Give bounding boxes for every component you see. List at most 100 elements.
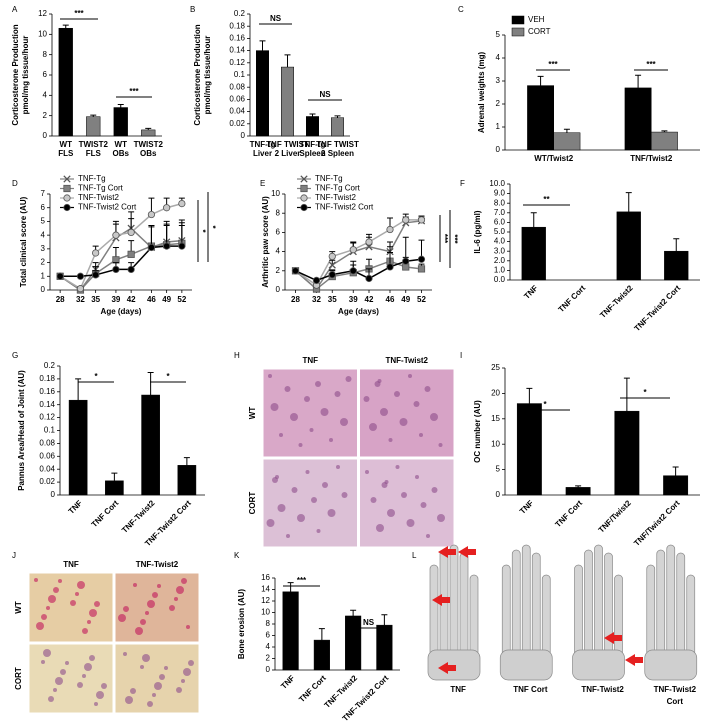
palm (572, 649, 625, 681)
tissue-spot (381, 482, 388, 488)
data-point (147, 243, 156, 252)
tissue-spot (420, 502, 427, 508)
legend-label: TNF-Tg Cort (315, 184, 361, 193)
y-tick-label: 1.0 (494, 266, 506, 275)
error-bar (672, 466, 679, 476)
panel-label: C (458, 5, 464, 14)
x-tick-label: TNF Cort (557, 283, 588, 314)
tissue-spot (286, 534, 290, 538)
error-bar (537, 75, 544, 86)
significance-label: NS (270, 14, 282, 23)
y-tick-label: 6 (266, 631, 271, 640)
x-tick-label: OBs (113, 149, 130, 158)
tissue-spot (340, 418, 348, 426)
tissue-spot (309, 428, 314, 432)
significance-label: * (166, 372, 170, 381)
tissue-spot (401, 492, 407, 498)
x-tick-label: 52 (417, 295, 426, 304)
finger (459, 552, 469, 666)
error-bar (334, 115, 341, 118)
error-bar (575, 485, 582, 488)
x-tick-label: 35 (91, 295, 100, 304)
significance-label: * (543, 400, 547, 409)
tissue-spot (159, 674, 165, 680)
tissue-spot (266, 519, 275, 527)
bar (521, 226, 546, 281)
y-tick-label: 0.16 (39, 387, 55, 396)
tissue-spot (424, 386, 431, 392)
tissue-spot (157, 584, 161, 588)
data-point (127, 228, 135, 236)
tissue-spot (174, 597, 178, 601)
y-tick-label: 14 (261, 585, 270, 594)
tissue-spot (82, 628, 88, 634)
tissue-spot (48, 696, 54, 702)
finger (449, 544, 459, 666)
y-tick-label: 8 (43, 50, 48, 59)
tissue-spot (41, 614, 47, 620)
x-tick-label: 39 (349, 295, 358, 304)
legend-swatch (511, 15, 525, 25)
micrograph (28, 643, 114, 714)
error-bar (287, 582, 294, 592)
bar (345, 615, 362, 671)
y-tick-label: 8.0 (494, 198, 506, 207)
tissue-spot (48, 595, 56, 603)
y-tick-label: 5 (496, 30, 501, 39)
tissue-spot (36, 622, 44, 630)
column-label: Cort (667, 697, 684, 706)
y-tick-label: 0.08 (229, 82, 245, 91)
data-point (76, 285, 85, 293)
x-tick-label: TNF Cort (90, 498, 121, 529)
x-tick-label: 42 (127, 295, 136, 304)
x-tick-label: TNF/Twist2 (630, 154, 673, 163)
tissue-spot (437, 514, 445, 522)
column-label: TNF-Twist2 (654, 685, 697, 694)
data-point (365, 238, 373, 246)
significance-label: NS (363, 618, 375, 627)
bar (281, 66, 294, 137)
tissue-spot (84, 663, 92, 671)
y-tick-label: 25 (491, 363, 500, 372)
tissue-spot (147, 600, 155, 608)
data-point (92, 271, 100, 279)
x-tick-label: TNF-Twist2 Cort (633, 283, 683, 333)
tissue-spot (77, 581, 85, 589)
tissue-spot (82, 674, 86, 678)
bar (553, 132, 581, 151)
tissue-spot (320, 408, 329, 416)
tissue-spot (183, 668, 191, 676)
error-bar (183, 457, 190, 466)
x-tick-label: 35 (328, 295, 337, 304)
tissue-spot (123, 606, 129, 612)
bone-image (499, 544, 553, 681)
tissue-spot (94, 601, 100, 607)
x-tick-label: TNF/Twist2 (597, 498, 634, 535)
error-bar (526, 387, 533, 404)
y-tick-label: 0.12 (39, 413, 55, 422)
significance-label: NS (319, 90, 331, 99)
x-tick-label: 46 (386, 295, 395, 304)
y-tick-label: 12 (261, 596, 270, 605)
arrow (458, 546, 476, 558)
column-label: TNF-Twist2 (581, 685, 624, 694)
data-point (386, 263, 394, 271)
y-axis-label: pmol/mg tissue/hour (21, 36, 30, 115)
tissue-spot (53, 688, 57, 692)
tissue-spot (413, 401, 420, 407)
error-bar (530, 212, 537, 228)
x-tick-label: 28 (56, 295, 65, 304)
legend-label: VEH (528, 15, 545, 24)
tissue-spot (369, 423, 377, 431)
x-tick-label: TNF-tg (300, 140, 326, 149)
row-label: CORT (248, 492, 257, 515)
y-tick-label: 0 (51, 490, 56, 499)
bar (616, 211, 641, 281)
palm (499, 649, 553, 681)
column-label: TNF-Twist2 (385, 356, 428, 365)
data-point (386, 225, 394, 234)
y-tick-label: 4 (41, 230, 46, 239)
bar (565, 487, 591, 496)
panel-label: I (460, 351, 462, 360)
arrow (604, 632, 622, 644)
